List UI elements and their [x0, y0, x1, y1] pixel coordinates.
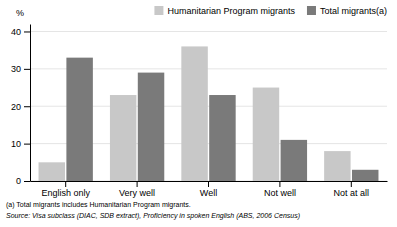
y-tick-mark [24, 106, 30, 107]
x-tick: Not well [264, 181, 296, 198]
legend-item: Humanitarian Program migrants [154, 6, 295, 16]
legend-label: Humanitarian Program migrants [167, 6, 295, 16]
bar [181, 46, 207, 181]
bar [281, 140, 307, 181]
y-tick: 0 [16, 176, 30, 186]
bar [352, 170, 378, 181]
x-tick: Not at all [334, 181, 370, 198]
bar [110, 95, 136, 181]
chart: 0 10 20 30 40 English only Very well Well Not we… [0, 0, 397, 227]
x-tick-mark [279, 181, 280, 187]
x-tick-label: Very well [119, 188, 155, 198]
y-tick: 40 [11, 27, 30, 37]
y-tick-mark [24, 69, 30, 70]
y-axis-title: % [16, 8, 24, 18]
bar [253, 88, 279, 181]
legend-label: Total migrants(a) [320, 6, 387, 16]
y-tick-label: 10 [11, 139, 21, 149]
x-tick-label: Well [200, 188, 217, 198]
x-tick-label: Not at all [334, 188, 370, 198]
x-tick-mark [65, 181, 66, 187]
x-tick-mark [137, 181, 138, 187]
bar [324, 151, 350, 181]
y-tick-label: 30 [11, 64, 21, 74]
bar [138, 73, 164, 181]
legend-swatch [154, 6, 163, 15]
y-tick-mark [24, 181, 30, 182]
x-tick-label: English only [41, 188, 90, 198]
x-tick-mark [351, 181, 352, 187]
x-tick: Well [200, 181, 217, 198]
legend: Humanitarian Program migrants Total migra… [154, 6, 387, 16]
bars [39, 46, 379, 181]
y-tick: 10 [11, 139, 30, 149]
y-tick-label: 0 [16, 176, 21, 186]
y-tick-label: 40 [11, 27, 21, 37]
grid [30, 31, 387, 181]
y-axis: 0 10 20 30 40 [11, 25, 31, 187]
bar [39, 162, 65, 181]
x-tick-mark [208, 181, 209, 187]
x-tick: English only [41, 181, 90, 198]
x-tick: Very well [119, 181, 155, 198]
bar [66, 58, 92, 181]
x-axis: English only Very well Well Not well Not at … [31, 181, 388, 198]
y-tick: 20 [11, 102, 30, 112]
y-axis-line [30, 25, 31, 182]
legend-swatch [307, 6, 316, 15]
legend-item: Total migrants(a) [307, 6, 387, 16]
grid-line [30, 31, 387, 32]
footnote: (a) Total migrants includes Humanitarian… [6, 201, 191, 209]
plot: 0 10 20 30 40 English only Very well Well Not we… [11, 25, 388, 199]
bar-series [39, 46, 351, 181]
footnote: Source: Visa subclass (DIAC, SDB extract… [6, 212, 300, 220]
y-tick-mark [24, 144, 30, 145]
x-tick-label: Not well [264, 188, 296, 198]
y-tick-mark [24, 31, 30, 32]
bar [209, 95, 235, 181]
y-tick-label: 20 [11, 102, 21, 112]
y-tick: 30 [11, 64, 30, 74]
bar-series [66, 58, 378, 181]
